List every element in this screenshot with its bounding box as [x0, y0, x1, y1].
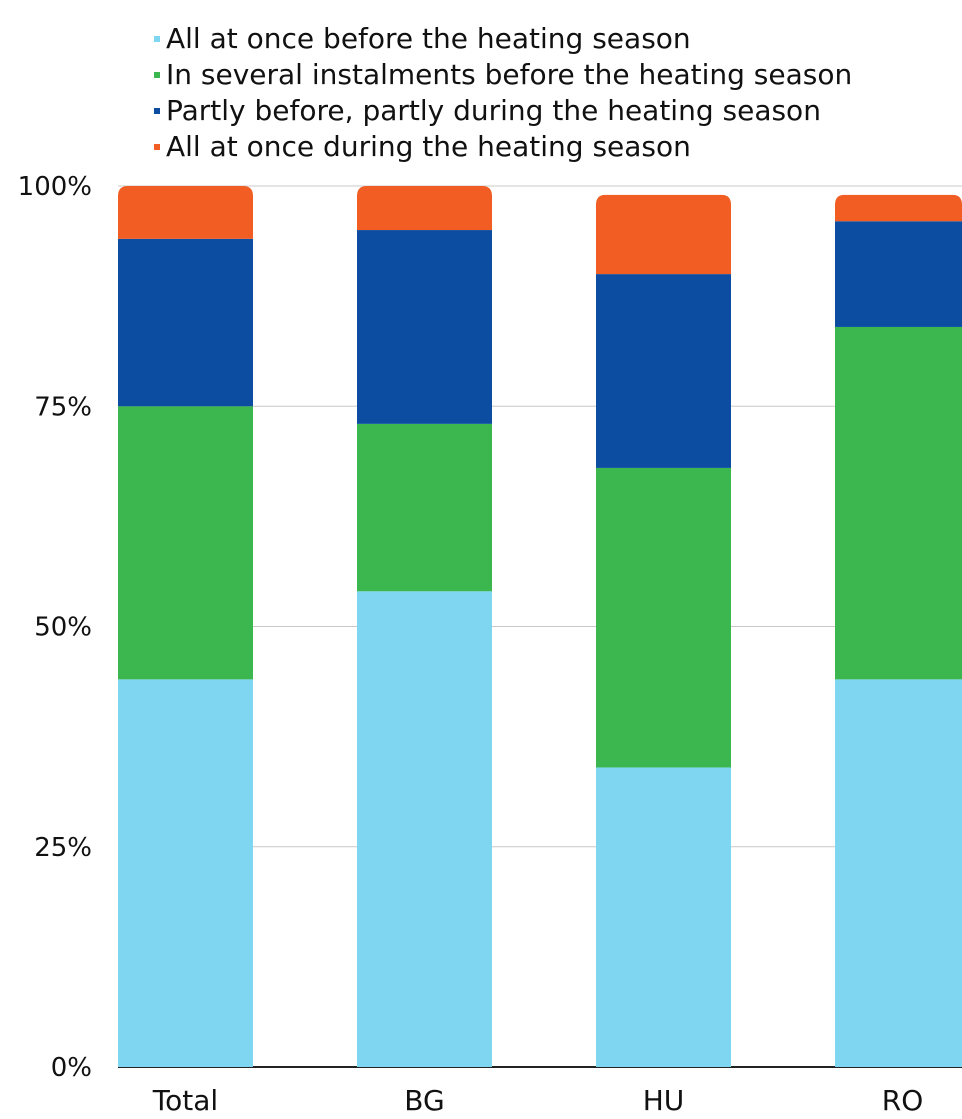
x-category-label-bg: BG: [404, 1084, 444, 1117]
bar-ro-series-2: [835, 326, 962, 680]
y-tick-label-100: 100%: [18, 172, 92, 202]
legend-swatch-1: [154, 36, 160, 42]
gridlines: [118, 185, 962, 1068]
bar-bg-series-2: [357, 423, 492, 592]
x-category-label-total: Total: [152, 1084, 218, 1117]
bar-bg-series-3: [357, 230, 492, 424]
legend-label-4: All at once during the heating season: [166, 130, 691, 163]
bar-ro-series-3: [835, 221, 962, 327]
bar-group-ro: [835, 194, 962, 1067]
x-axis-categories: Total BG HU RO: [152, 1084, 923, 1117]
y-tick-label-50: 50%: [34, 613, 92, 643]
bar-total-series-3: [118, 238, 253, 407]
x-category-label-ro: RO: [882, 1084, 924, 1117]
bar-group-hu: [596, 194, 731, 1067]
legend-swatch-4: [154, 144, 160, 150]
legend: All at once before the heating seasonIn …: [154, 22, 852, 163]
bars: [118, 186, 962, 1067]
bar-group-total: [118, 186, 253, 1067]
legend-label-2: In several instalments before the heatin…: [166, 58, 852, 91]
bar-bg-series-1: [357, 591, 492, 1067]
bar-hu-series-1: [596, 767, 731, 1067]
bar-group-bg: [357, 186, 492, 1067]
y-tick-label-75: 75%: [34, 392, 92, 422]
bar-total-series-4: [118, 186, 253, 239]
y-tick-label-25: 25%: [34, 833, 92, 863]
bar-ro-series-1: [835, 679, 962, 1067]
y-axis-ticks: 0% 25% 50% 75% 100%: [18, 172, 92, 1083]
bar-total-series-1: [118, 679, 253, 1067]
bar-total-series-2: [118, 406, 253, 680]
legend-label-3: Partly before, partly during the heating…: [166, 94, 821, 127]
bar-bg-series-4: [357, 186, 492, 231]
legend-swatch-3: [154, 108, 160, 114]
y-tick-label-0: 0%: [51, 1053, 92, 1083]
legend-swatch-2: [154, 72, 160, 78]
bar-hu-series-2: [596, 467, 731, 768]
bar-hu-series-3: [596, 274, 731, 468]
x-category-label-hu: HU: [643, 1084, 685, 1117]
legend-label-1: All at once before the heating season: [166, 22, 691, 55]
bar-hu-series-4: [596, 194, 731, 275]
bar-ro-series-4: [835, 194, 962, 222]
